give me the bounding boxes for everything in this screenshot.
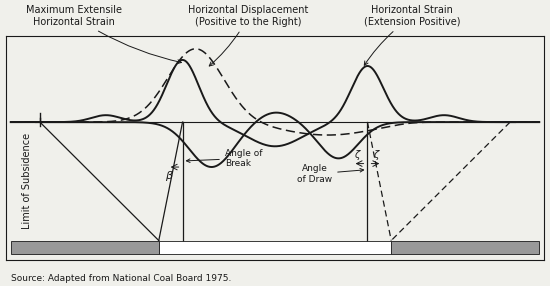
Text: Horizontal Displacement
(Positive to the Right): Horizontal Displacement (Positive to the… — [189, 5, 309, 66]
Bar — [11, 241, 159, 253]
Text: $\zeta$: $\zeta$ — [354, 148, 362, 162]
Text: Horizontal Strain
(Extension Positive): Horizontal Strain (Extension Positive) — [364, 5, 460, 65]
Text: $\beta$: $\beta$ — [165, 169, 174, 183]
Bar — [391, 241, 539, 253]
Text: Source: Adapted from National Coal Board 1975.: Source: Adapted from National Coal Board… — [11, 274, 232, 283]
Text: Maximum Extensile
Horizontal Strain: Maximum Extensile Horizontal Strain — [26, 5, 182, 63]
Text: $\zeta$: $\zeta$ — [373, 148, 381, 162]
Text: Angle of
Break: Angle of Break — [186, 149, 262, 168]
Text: Limit of Subsidence: Limit of Subsidence — [21, 133, 32, 229]
Bar — [159, 241, 391, 253]
Text: Angle
of Draw: Angle of Draw — [297, 164, 364, 184]
